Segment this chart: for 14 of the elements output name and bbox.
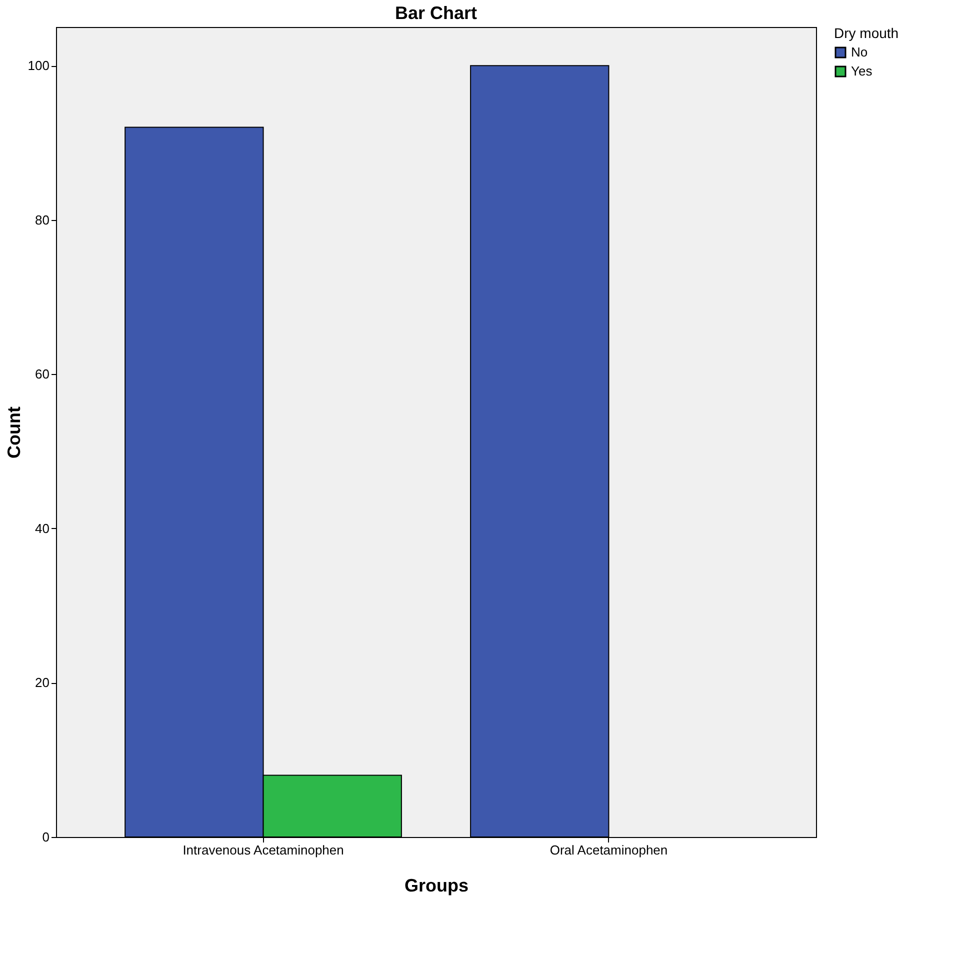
y-tick-label: 80 — [35, 212, 50, 228]
x-axis-title: Groups — [404, 876, 469, 896]
y-tick-label: 20 — [35, 675, 50, 690]
y-tick-label: 60 — [35, 366, 50, 382]
x-tick-label: Intravenous Acetaminophen — [182, 842, 344, 858]
y-tick-label: 100 — [28, 58, 50, 74]
x-tick-label: Oral Acetaminophen — [550, 842, 668, 858]
y-tick-label: 0 — [42, 830, 50, 844]
legend-label: No — [851, 44, 868, 60]
legend-label: Yes — [851, 64, 873, 78]
y-axis-title: Count — [4, 406, 24, 458]
y-tick-label: 40 — [35, 520, 50, 536]
chart-title: Bar Chart — [394, 3, 478, 23]
legend-title: Dry mouth — [834, 25, 899, 41]
